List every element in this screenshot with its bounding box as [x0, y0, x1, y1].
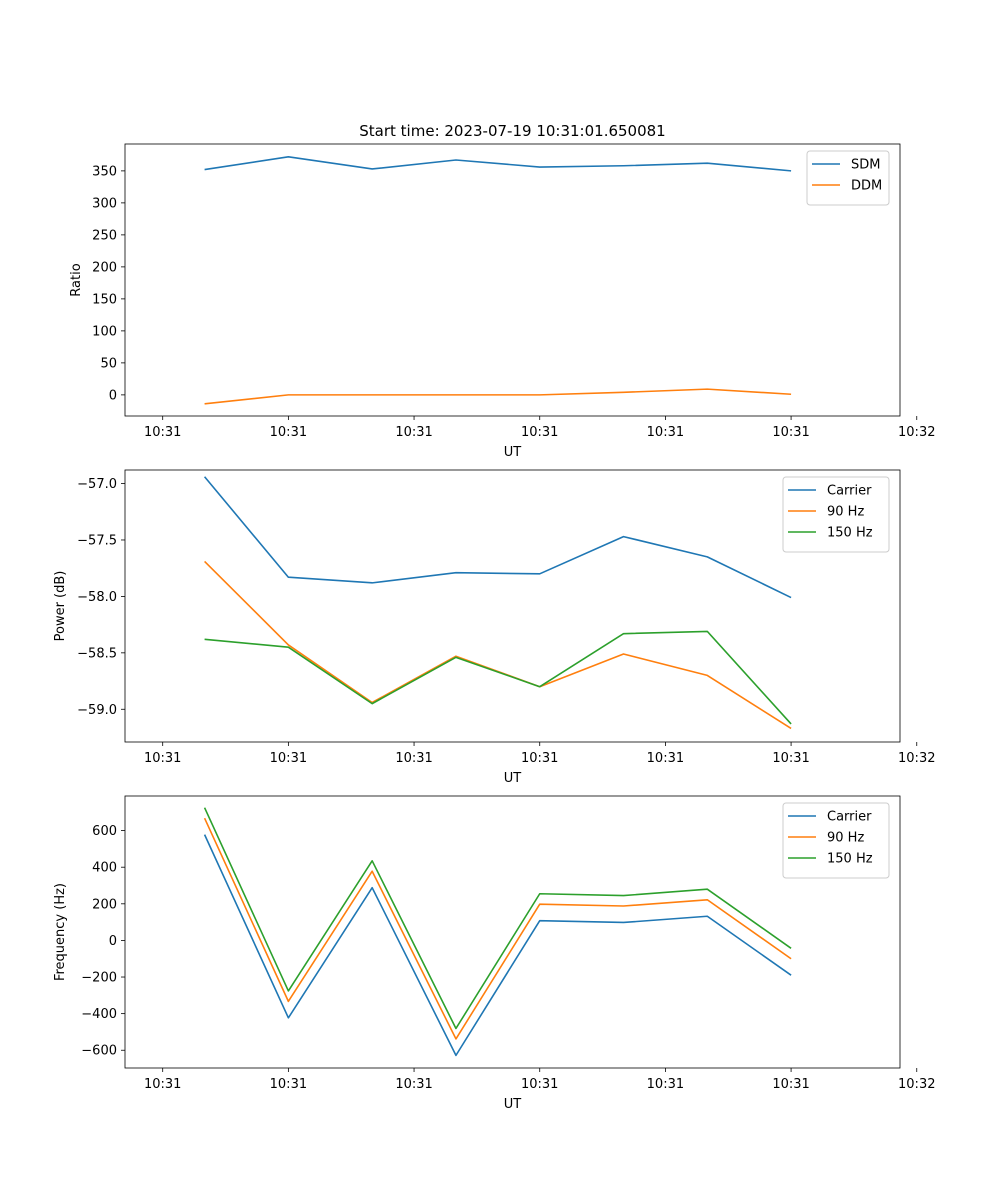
series-line-sdm	[204, 156, 792, 172]
legend-label: Carrier	[827, 810, 872, 825]
legend-box	[782, 476, 890, 553]
legend-box	[782, 802, 890, 879]
chart-title: Start time: 2023-07-19 10:31:01.650081	[359, 122, 665, 140]
axes-frame	[124, 795, 901, 1069]
y-tick-label: −58.5	[77, 646, 117, 661]
x-tick-label: 10:32	[898, 751, 935, 766]
x-axis-label: UT	[504, 771, 522, 786]
y-tick-label: 600	[92, 824, 117, 839]
x-tick-label: 10:31	[647, 751, 684, 766]
x-tick-label: 10:31	[395, 1077, 432, 1092]
x-tick-label: 10:31	[521, 1077, 558, 1092]
axes-frame	[124, 143, 901, 417]
series-line-ddm	[204, 388, 792, 405]
y-tick-label: 300	[92, 196, 117, 211]
axes-frame	[124, 469, 901, 743]
legend-label: 150 Hz	[827, 526, 873, 541]
series-line-150-hz	[203, 807, 792, 1030]
y-tick-label: −58.0	[77, 590, 117, 605]
chart-power: 10:31 10:31 10:31 10:31 10:31 10:31 10:32 −59.0…	[53, 469, 935, 786]
y-tick-label: 0	[109, 934, 117, 949]
x-tick-label: 10:31	[395, 751, 432, 766]
x-tick-label: 10:31	[521, 425, 558, 440]
x-tick-label: 10:31	[144, 425, 181, 440]
x-tick-label: 10:31	[647, 425, 684, 440]
legend-label: 90 Hz	[827, 831, 864, 846]
series-line-150-hz	[204, 630, 792, 725]
y-tick-label: 200	[92, 260, 117, 275]
x-tick-label: 10:31	[772, 1077, 809, 1092]
legend-label: SDM	[851, 158, 880, 173]
y-axis-label: Power (dB)	[53, 571, 68, 642]
series-line-90-hz	[203, 817, 792, 1040]
legend-label: 150 Hz	[827, 852, 873, 867]
y-tick-label: 0	[109, 388, 117, 403]
y-tick-label: 350	[92, 164, 117, 179]
x-tick-label: 10:31	[395, 425, 432, 440]
x-axis-label: UT	[504, 445, 522, 460]
y-tick-label: 400	[92, 861, 117, 876]
x-tick-label: 10:31	[270, 751, 307, 766]
x-tick-label: 10:31	[647, 1077, 684, 1092]
y-tick-label: 50	[100, 356, 117, 371]
chart-ratio: 10:31 10:31 10:31 10:31 10:31 10:31 10:32 0 50 10…	[69, 122, 935, 460]
legend-label: Carrier	[827, 484, 872, 499]
x-tick-label: 10:31	[772, 425, 809, 440]
y-tick-label: 150	[92, 292, 117, 307]
y-tick-label: −57.5	[77, 533, 117, 548]
y-tick-label: −57.0	[77, 477, 117, 492]
y-tick-label: −200	[81, 971, 117, 986]
x-tick-label: 10:32	[898, 425, 935, 440]
y-tick-label: −59.0	[77, 703, 117, 718]
legend-label: DDM	[851, 179, 882, 194]
y-tick-label: −400	[81, 1007, 117, 1022]
y-tick-label: 200	[92, 897, 117, 912]
y-axis-label: Ratio	[69, 263, 84, 296]
x-tick-label: 10:31	[270, 425, 307, 440]
legend-label: 90 Hz	[827, 505, 864, 520]
x-tick-label: 10:31	[270, 1077, 307, 1092]
y-axis-label: Frequency (Hz)	[53, 883, 68, 981]
x-tick-label: 10:31	[521, 751, 558, 766]
x-tick-label: 10:31	[144, 1077, 181, 1092]
series-line-carrier	[203, 834, 792, 1057]
chart-frequency: 10:31 10:31 10:31 10:31 10:31 10:31 10:32 −600 −…	[53, 795, 935, 1112]
series-line-carrier	[203, 476, 792, 599]
x-tick-label: 10:31	[772, 751, 809, 766]
x-tick-label: 10:32	[898, 1077, 935, 1092]
y-tick-label: 250	[92, 228, 117, 243]
x-axis-label: UT	[504, 1097, 522, 1112]
y-tick-label: −600	[81, 1044, 117, 1059]
x-tick-label: 10:31	[144, 751, 181, 766]
y-tick-label: 100	[92, 324, 117, 339]
